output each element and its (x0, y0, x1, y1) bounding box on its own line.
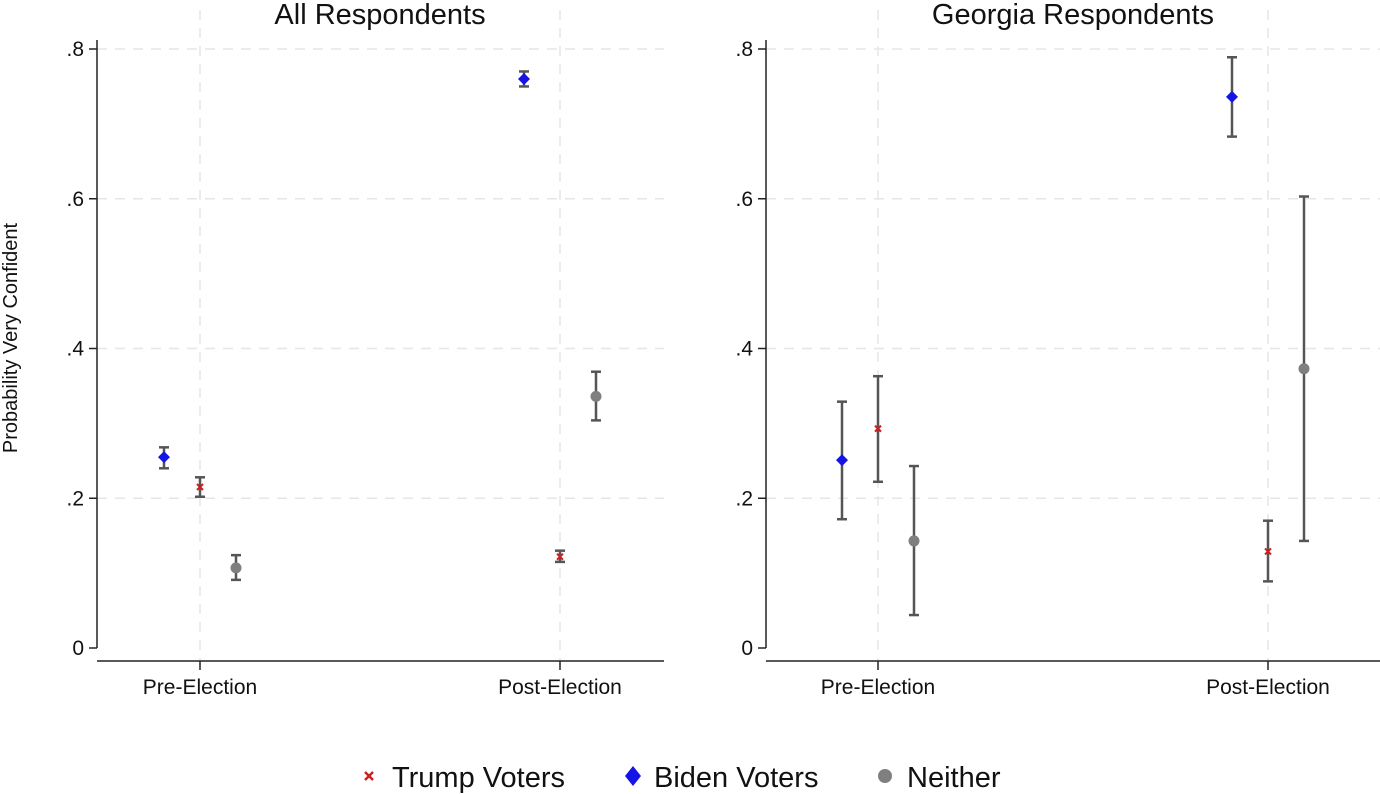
legend-marker-x (364, 771, 374, 781)
legend-label: Neither (907, 762, 1001, 794)
y-tick-label: 0 (72, 637, 84, 660)
y-tick-label: .6 (66, 188, 84, 211)
data-point-circle (1298, 363, 1310, 375)
y-tick-label: .2 (66, 487, 84, 510)
data-point-x (196, 483, 204, 491)
legend-item-biden-voters: Biden Voters (625, 762, 818, 794)
legend-item-neither: Neither (878, 762, 1001, 794)
data-point-x-stroke (1264, 547, 1272, 556)
panel-title: Georgia Respondents (932, 0, 1214, 31)
y-tick-label: .4 (735, 338, 753, 361)
legend-marker-stroke (364, 771, 374, 781)
data-point-x (874, 424, 882, 433)
x-tick-label: Pre-Election (821, 676, 935, 699)
data-point-diamond (158, 451, 170, 464)
legend: Trump Voters Biden Voters Neither (364, 762, 1001, 794)
data-point-circle (908, 535, 920, 547)
data-point-circle (230, 562, 242, 574)
x-tick-label: Post-Election (498, 676, 622, 699)
data-point-diamond (836, 454, 848, 467)
y-tick-label: .8 (735, 38, 753, 61)
legend-marker-diamond (625, 766, 641, 786)
data-point-x-stroke (196, 483, 204, 491)
y-axis-label: Probability Very Confident (0, 223, 22, 454)
y-tick-label: .2 (735, 487, 753, 510)
panel-title: All Respondents (274, 0, 485, 31)
data-point-x (556, 552, 564, 561)
y-tick-label: .6 (735, 188, 753, 211)
legend-label: Biden Voters (654, 762, 818, 794)
data-point-circle (590, 390, 602, 402)
y-tick-label: .4 (66, 338, 84, 361)
y-tick-label: 0 (741, 637, 753, 660)
data-point-x-stroke (874, 424, 882, 433)
data-point-diamond (518, 72, 530, 85)
x-tick-label: Pre-Election (143, 676, 257, 699)
data-point-x-stroke (556, 552, 564, 561)
y-tick-label: .8 (66, 38, 84, 61)
legend-label: Trump Voters (392, 762, 565, 794)
legend-item-trump-voters: Trump Voters (364, 762, 565, 794)
panel-georgia-respondents: Georgia Respondents 0 .2 .4 .6 .8 Pre-Electio… (735, 0, 1380, 699)
data-point-diamond (1226, 90, 1238, 103)
panel-all-respondents: All Respondents 0 .2 .4 .6 .8 Pre-Election Pos… (66, 0, 664, 699)
x-tick-label: Post-Election (1206, 676, 1330, 699)
legend-marker-circle (878, 769, 892, 783)
data-point-x (1264, 547, 1272, 556)
